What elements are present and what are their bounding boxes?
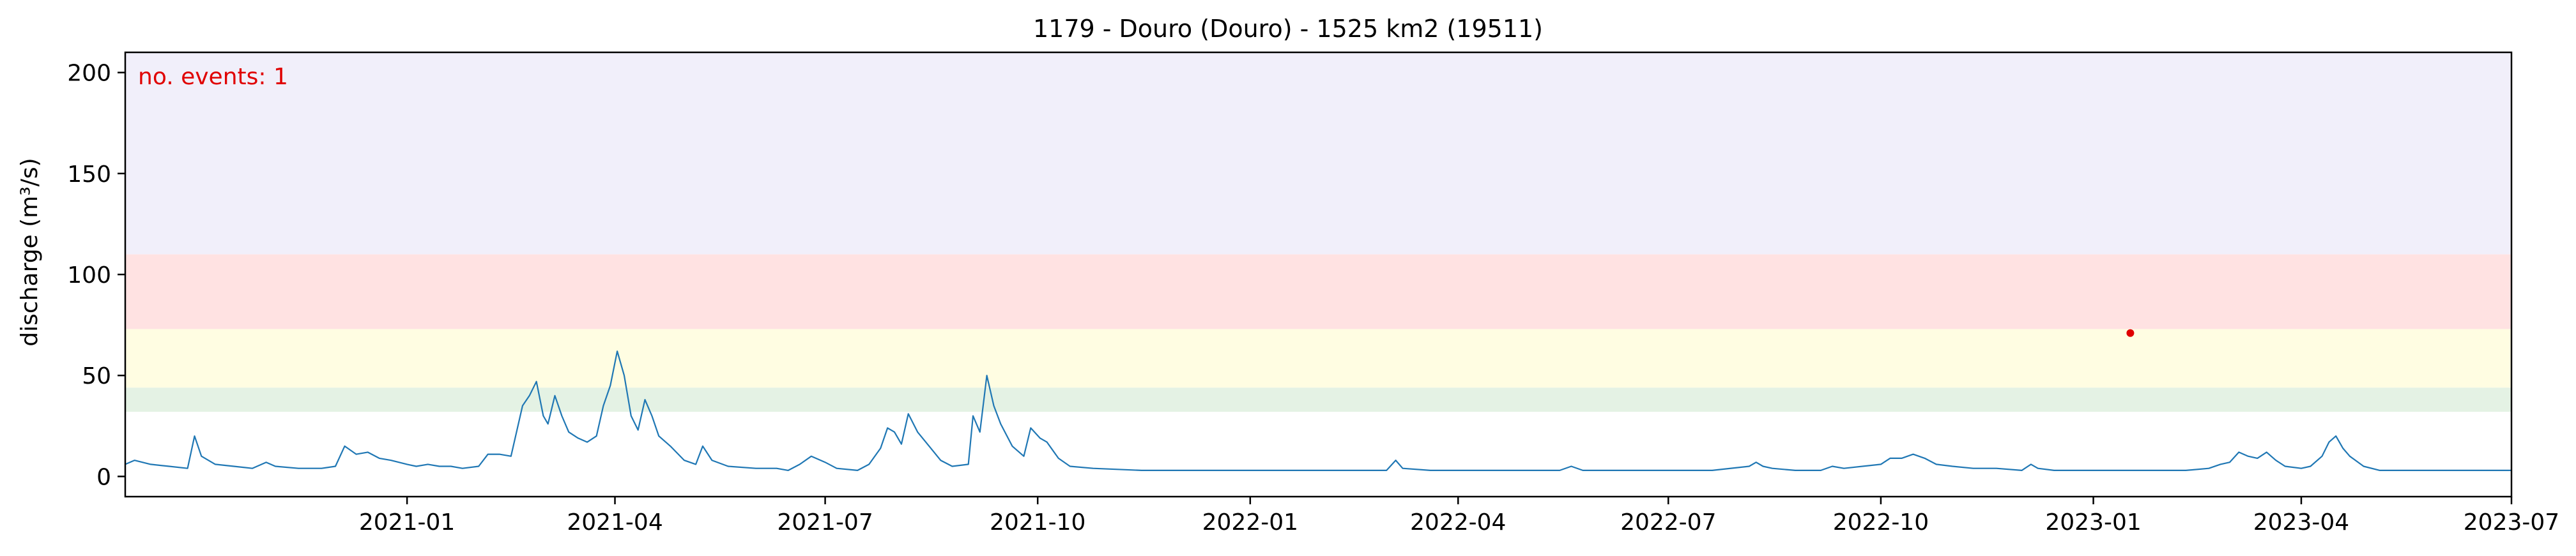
x-axis: 2021-01 2021-04 2021-07 2021-10 2022-01 2022-… bbox=[359, 497, 2559, 536]
x-tick-label: 2021-10 bbox=[990, 509, 1085, 536]
y-tick-label: 200 bbox=[67, 61, 111, 87]
x-tick-label: 2023-07 bbox=[2464, 509, 2559, 536]
y-tick-label: 0 bbox=[96, 464, 111, 490]
x-tick-label: 2022-01 bbox=[1202, 509, 1298, 536]
y-axis-label: discharge (m³/s) bbox=[17, 158, 43, 346]
threshold-band-1 bbox=[125, 387, 2511, 412]
threshold-band-2 bbox=[125, 329, 2511, 388]
events-count-label: no. events: 1 bbox=[138, 64, 288, 90]
x-tick-label: 2022-10 bbox=[1833, 509, 1929, 536]
chart-title: 1179 - Douro (Douro) - 1525 km2 (19511) bbox=[1033, 15, 1543, 43]
discharge-series bbox=[125, 350, 2511, 471]
x-tick-label: 2022-07 bbox=[1620, 509, 1716, 536]
x-tick-label: 2021-04 bbox=[567, 509, 663, 536]
x-tick-label: 2021-07 bbox=[777, 509, 873, 536]
x-tick-label: 2022-04 bbox=[1410, 509, 1506, 536]
y-tick-label: 150 bbox=[67, 162, 111, 188]
threshold-band-3 bbox=[125, 254, 2511, 329]
x-tick-label: 2023-04 bbox=[2253, 509, 2349, 536]
x-tick-label: 2021-01 bbox=[359, 509, 455, 536]
event-markers bbox=[2126, 329, 2135, 337]
threshold-bands bbox=[125, 52, 2511, 412]
event-marker bbox=[2126, 329, 2135, 337]
y-tick-label: 50 bbox=[82, 363, 111, 389]
x-tick-label: 2023-01 bbox=[2045, 509, 2141, 536]
y-axis: 0 50 100 150 200 bbox=[67, 61, 125, 490]
y-tick-label: 100 bbox=[67, 262, 111, 289]
discharge-line bbox=[125, 350, 2511, 471]
threshold-band-4 bbox=[125, 52, 2511, 255]
